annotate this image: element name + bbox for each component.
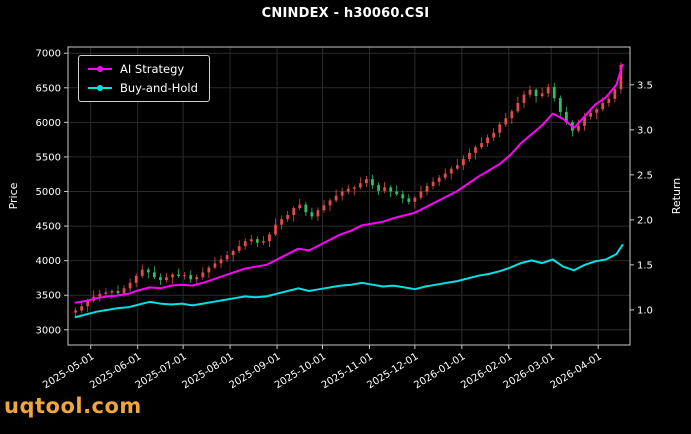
svg-text:3.0: 3.0 xyxy=(637,125,653,136)
svg-text:3500: 3500 xyxy=(36,291,61,302)
legend-label-buy-and-hold: Buy-and-Hold xyxy=(120,81,198,95)
svg-text:6000: 6000 xyxy=(36,118,61,129)
svg-text:3000: 3000 xyxy=(36,325,61,336)
svg-text:2025-10-01: 2025-10-01 xyxy=(273,351,328,391)
svg-text:2.5: 2.5 xyxy=(637,170,653,181)
svg-text:2025-08-01: 2025-08-01 xyxy=(181,351,236,391)
svg-text:3.5: 3.5 xyxy=(637,80,653,91)
svg-text:2026-04-01: 2026-04-01 xyxy=(549,351,604,391)
svg-text:7000: 7000 xyxy=(36,49,61,60)
svg-text:2.0: 2.0 xyxy=(637,215,653,226)
svg-text:6500: 6500 xyxy=(36,83,61,94)
svg-text:2025-07-01: 2025-07-01 xyxy=(134,351,189,391)
buy-and-hold-line-swatch xyxy=(88,85,112,92)
legend-item-ai-strategy: AI Strategy xyxy=(88,62,198,76)
svg-text:4000: 4000 xyxy=(36,256,61,267)
svg-text:2025-05-01: 2025-05-01 xyxy=(41,351,96,391)
svg-text:1.5: 1.5 xyxy=(637,260,653,271)
legend-label-ai-strategy: AI Strategy xyxy=(120,62,185,76)
legend-item-buy-and-hold: Buy-and-Hold xyxy=(88,81,198,95)
watermark: uqtool.com xyxy=(4,394,142,418)
ai-strategy-line-swatch xyxy=(88,66,112,73)
svg-text:5000: 5000 xyxy=(36,187,61,198)
svg-text:2026-01-01: 2026-01-01 xyxy=(412,351,467,391)
chart-title: CNINDEX - h30060.CSI xyxy=(261,6,430,21)
svg-text:5500: 5500 xyxy=(36,152,61,163)
legend: AI Strategy Buy-and-Hold xyxy=(78,55,210,102)
svg-text:2025-12-01: 2025-12-01 xyxy=(365,351,420,391)
svg-text:4500: 4500 xyxy=(36,222,61,233)
svg-text:1.0: 1.0 xyxy=(637,305,653,316)
